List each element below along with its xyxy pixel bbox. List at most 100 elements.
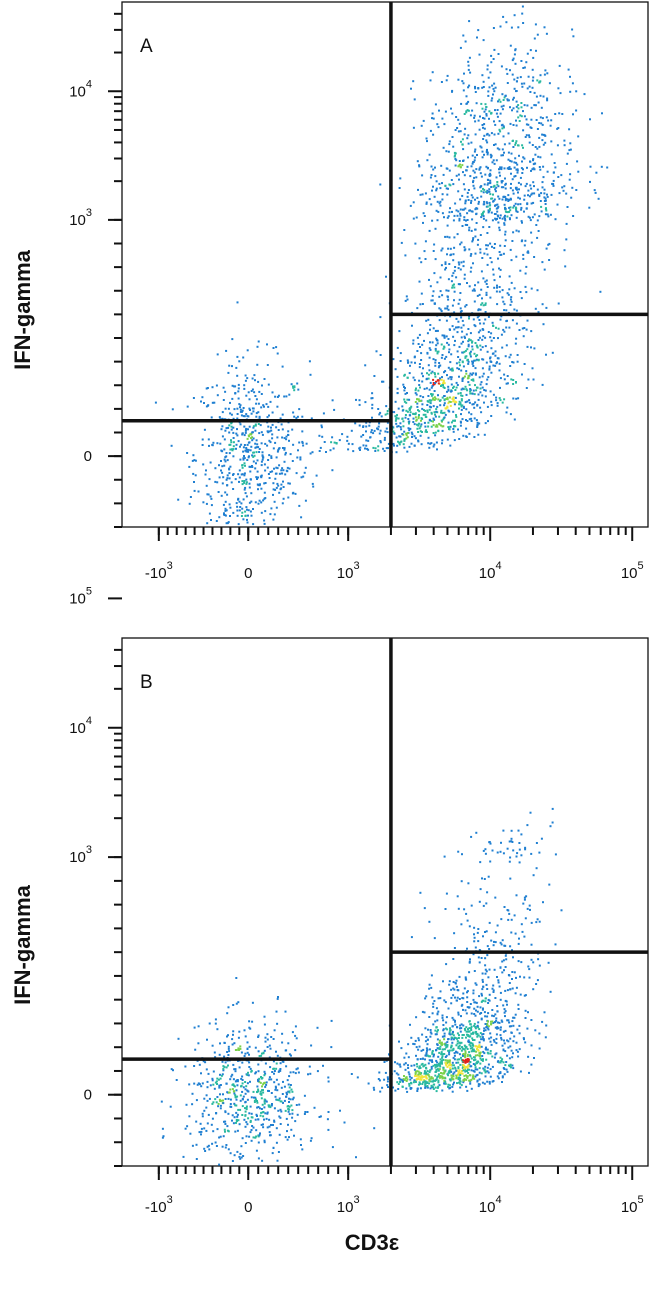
event-dot (542, 901, 544, 904)
event-dot (481, 107, 484, 110)
event-dot (239, 408, 242, 411)
event-dot (452, 1038, 455, 1041)
event-dot (495, 1019, 498, 1022)
event-dot (516, 1050, 519, 1053)
event-dot (253, 374, 256, 377)
event-dot (557, 302, 560, 305)
event-dot (242, 498, 245, 501)
event-dot (265, 1081, 268, 1084)
event-dot (231, 1160, 234, 1162)
event-dot (597, 197, 600, 200)
event-dot (515, 216, 518, 219)
event-dot (433, 1083, 436, 1086)
event-dot (281, 1041, 284, 1044)
event-dot (478, 961, 481, 964)
event-dot (462, 1063, 465, 1066)
event-dot (447, 187, 449, 190)
event-dot (246, 1123, 249, 1126)
event-dot (447, 215, 450, 218)
event-dot (460, 369, 463, 372)
event-dot (502, 135, 505, 138)
event-dot (462, 388, 465, 391)
event-dot (463, 273, 466, 276)
event-dot (446, 374, 448, 377)
event-dot (606, 166, 609, 169)
event-dot (502, 1030, 505, 1033)
event-dot (332, 447, 335, 450)
event-dot (484, 957, 487, 960)
event-dot (430, 411, 433, 414)
event-dot (465, 1012, 468, 1015)
event-dot (449, 425, 452, 428)
event-dot (545, 209, 548, 212)
event-dot (529, 91, 532, 93)
event-dot (525, 207, 528, 210)
event-dot (406, 432, 409, 434)
event-dot (530, 1044, 533, 1047)
event-dot (238, 500, 241, 503)
event-dot (453, 1036, 456, 1039)
event-dot (238, 469, 241, 472)
event-dot (396, 425, 399, 428)
event-dot (443, 1043, 446, 1045)
event-dot (497, 221, 500, 224)
event-dot (493, 82, 496, 85)
event-dot (232, 445, 235, 448)
event-dot (263, 1049, 266, 1052)
event-dot (556, 127, 559, 130)
event-dot (263, 1118, 265, 1121)
event-dot (530, 202, 533, 205)
event-dot (513, 418, 516, 421)
event-dot (507, 909, 510, 912)
event-dot (274, 1095, 277, 1098)
event-dot (496, 976, 498, 978)
x-tick-label: -103 (145, 560, 173, 582)
event-dot (441, 412, 444, 415)
event-dot (478, 900, 481, 903)
event-dot (264, 1112, 267, 1115)
event-dot (418, 164, 421, 167)
event-dot (474, 359, 477, 362)
event-dot (258, 1107, 261, 1110)
event-dot (446, 74, 449, 77)
event-dot (508, 356, 511, 359)
event-dot (223, 1128, 226, 1131)
event-dot (424, 409, 427, 412)
event-dot (510, 259, 513, 262)
event-dot (384, 413, 387, 416)
event-dot (488, 134, 491, 137)
event-dot (476, 243, 479, 246)
event-dot (243, 488, 246, 491)
event-dot (430, 1084, 433, 1087)
event-dot (445, 1046, 448, 1049)
event-dot (468, 971, 471, 974)
event-dot (439, 1074, 442, 1077)
event-dot (412, 1081, 415, 1084)
event-dot (243, 455, 245, 457)
event-dot (436, 281, 439, 284)
event-dot (423, 339, 425, 342)
event-dot (208, 1097, 211, 1100)
event-dot (283, 395, 286, 398)
event-dot (467, 68, 470, 71)
event-dot (338, 439, 341, 442)
event-dot (404, 1062, 407, 1065)
event-dot (530, 1063, 533, 1066)
event-dot (498, 369, 501, 372)
event-dot (489, 390, 492, 393)
event-dot (412, 417, 415, 420)
event-dot (225, 1144, 228, 1146)
event-dot (460, 102, 463, 105)
event-dot (470, 253, 473, 255)
event-dot (468, 248, 471, 251)
event-dot (492, 27, 495, 29)
event-dot (422, 1081, 425, 1084)
event-dot (499, 941, 502, 944)
event-dot (527, 75, 530, 78)
event-dot (423, 907, 426, 910)
event-dot (550, 140, 553, 143)
event-dot (517, 144, 520, 147)
event-dot (455, 174, 458, 177)
event-dot (283, 437, 286, 440)
event-dot (448, 1051, 451, 1054)
